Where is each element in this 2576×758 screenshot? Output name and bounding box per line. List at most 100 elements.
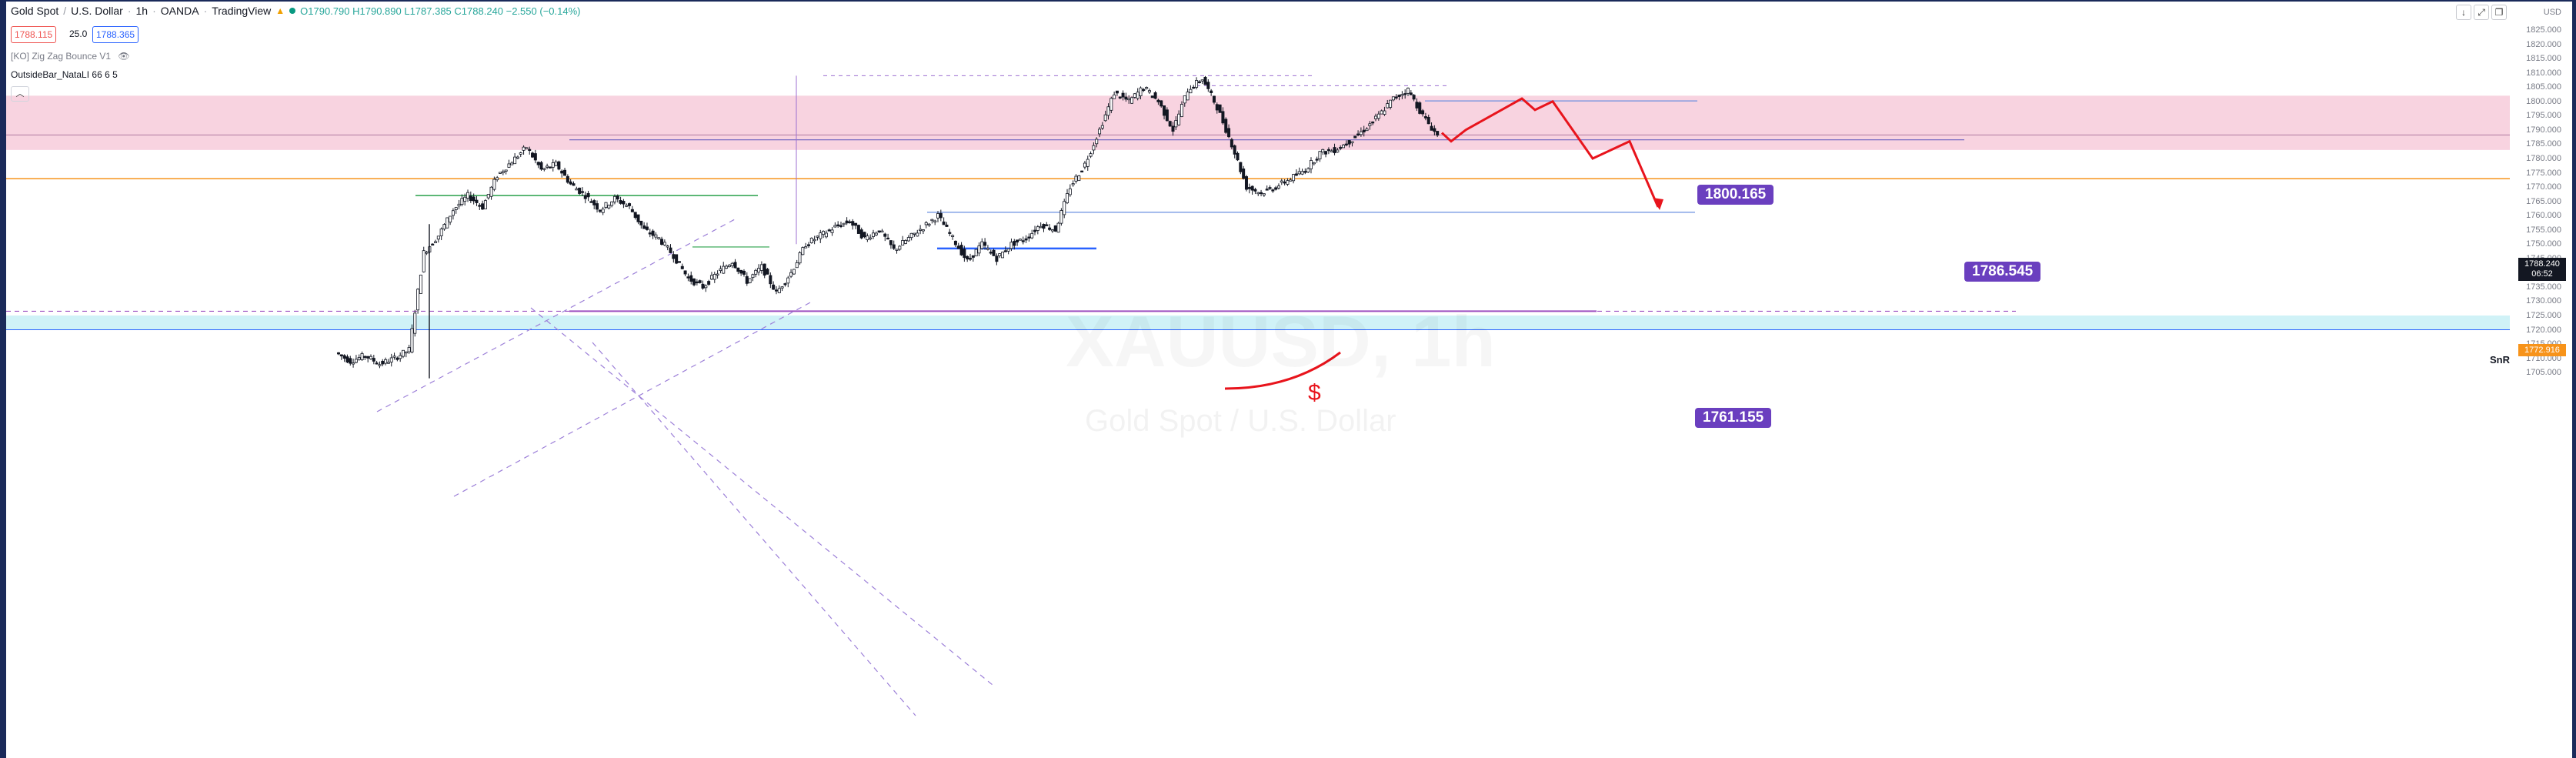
axis-tick: 1725.000 [2526, 311, 2561, 320]
buy-price-button[interactable]: 1788.365 [92, 26, 139, 43]
axis-tick: 1775.000 [2526, 168, 2561, 178]
symbol-title[interactable]: Gold Spot [11, 5, 59, 17]
candle-up [1341, 144, 1345, 149]
price-label-1786[interactable]: 1786.545 [1964, 262, 2041, 282]
candle-up [1063, 201, 1066, 215]
candle-up [1318, 151, 1322, 159]
candle-down [1203, 76, 1207, 85]
candle-up [410, 328, 414, 352]
candle-down [375, 362, 379, 365]
price-axis[interactable]: USD 1825.000 1820.000 1815.000 1810.000 1805… [2517, 0, 2572, 758]
arrow-down-icon[interactable]: ↓ [2456, 5, 2471, 20]
candle-down [856, 225, 860, 234]
indicator-zigzag[interactable]: [KO] Zig Zag Bounce V1 👁 [11, 51, 130, 62]
candle-down [1274, 187, 1278, 190]
maximize-icon[interactable]: ⤢ [2474, 5, 2489, 20]
top-border [0, 0, 2576, 2]
candle-up [654, 234, 658, 238]
candle-down [1412, 95, 1416, 100]
candle-down [1003, 250, 1007, 252]
candle-down [1156, 99, 1160, 102]
restore-icon[interactable]: ❐ [2491, 5, 2507, 20]
sell-price-button[interactable]: 1788.115 [11, 26, 57, 43]
price-label-1761[interactable]: 1761.155 [1695, 408, 1772, 428]
axis-tick: 1755.000 [2526, 225, 2561, 235]
candle-down [1053, 225, 1057, 232]
candle-up [727, 265, 731, 267]
candle-up [551, 162, 555, 168]
candle-down [1206, 82, 1210, 89]
candle-down [1339, 147, 1343, 149]
candle-up [1336, 149, 1340, 153]
candle-down [1045, 224, 1049, 226]
candle-down [1016, 239, 1019, 242]
candle-up [1145, 87, 1149, 89]
candle-up [354, 359, 358, 363]
candle-down [1356, 133, 1360, 135]
candle-down [539, 162, 543, 170]
candle-up [604, 202, 608, 208]
candle-down [1303, 171, 1307, 173]
bar-countdown: 06:52 [2531, 269, 2553, 279]
warning-icon[interactable]: ▲ [275, 5, 285, 16]
candle-up [751, 274, 755, 279]
chevron-up-icon[interactable]: ︿ [11, 86, 29, 102]
candle-down [677, 261, 681, 263]
candle-down [1118, 96, 1122, 99]
candle-down [806, 244, 810, 246]
candle-down [1233, 145, 1236, 155]
axis-tick: 1770.000 [2526, 182, 2561, 192]
candle-down [783, 283, 787, 286]
candle-down [628, 203, 632, 206]
candle-up [454, 207, 458, 210]
candle-down [578, 187, 582, 194]
candle-up [1383, 110, 1386, 115]
candle-down [1124, 96, 1128, 100]
symbol-quote[interactable]: U.S. Dollar [71, 5, 123, 17]
candle-up [369, 356, 373, 359]
candle-up [1309, 160, 1313, 169]
candle-down [586, 192, 590, 198]
candle-up [927, 223, 931, 226]
candle-up [759, 264, 763, 271]
projection-arrowhead [1653, 198, 1663, 211]
candle-down [701, 283, 705, 289]
candle-up [496, 177, 499, 181]
indicator-outsidebar[interactable]: OutsideBar_NataLI 66 6 5 [11, 69, 118, 80]
candle-up [842, 222, 846, 225]
price-chart-canvas[interactable]: $ [6, 0, 2521, 758]
candle-down [622, 201, 626, 205]
candle-up [1089, 153, 1093, 157]
candle-down [1353, 135, 1357, 139]
candle-up [601, 209, 605, 213]
current-price-value: 1788.240 [2524, 259, 2560, 269]
price-label-1800[interactable]: 1800.165 [1697, 185, 1774, 205]
candle-down [686, 276, 690, 279]
candle-down [766, 269, 769, 275]
candle-down [1210, 90, 1213, 93]
candle-up [716, 273, 719, 275]
candle-down [742, 270, 746, 275]
candle-down [1115, 90, 1119, 94]
candle-up [933, 220, 937, 222]
candle-down [689, 275, 693, 282]
candle-up [434, 241, 438, 243]
candle-up [936, 213, 940, 219]
candle-up [1147, 90, 1151, 93]
candle-down [992, 249, 996, 256]
candle-up [1098, 129, 1102, 135]
candle-down [1192, 86, 1196, 89]
interval-label[interactable]: 1h [135, 5, 148, 17]
candle-up [1380, 110, 1383, 115]
candle-up [725, 265, 729, 269]
candle-up [501, 171, 505, 174]
eye-hidden-icon[interactable]: 👁 [118, 51, 130, 62]
candle-down [1421, 110, 1425, 115]
candle-down [648, 232, 652, 235]
candle-up [525, 147, 529, 149]
candle-up [510, 162, 514, 165]
candle-up [704, 285, 708, 289]
candle-up [730, 262, 734, 266]
candle-down [695, 281, 699, 284]
candle-down [736, 267, 740, 272]
